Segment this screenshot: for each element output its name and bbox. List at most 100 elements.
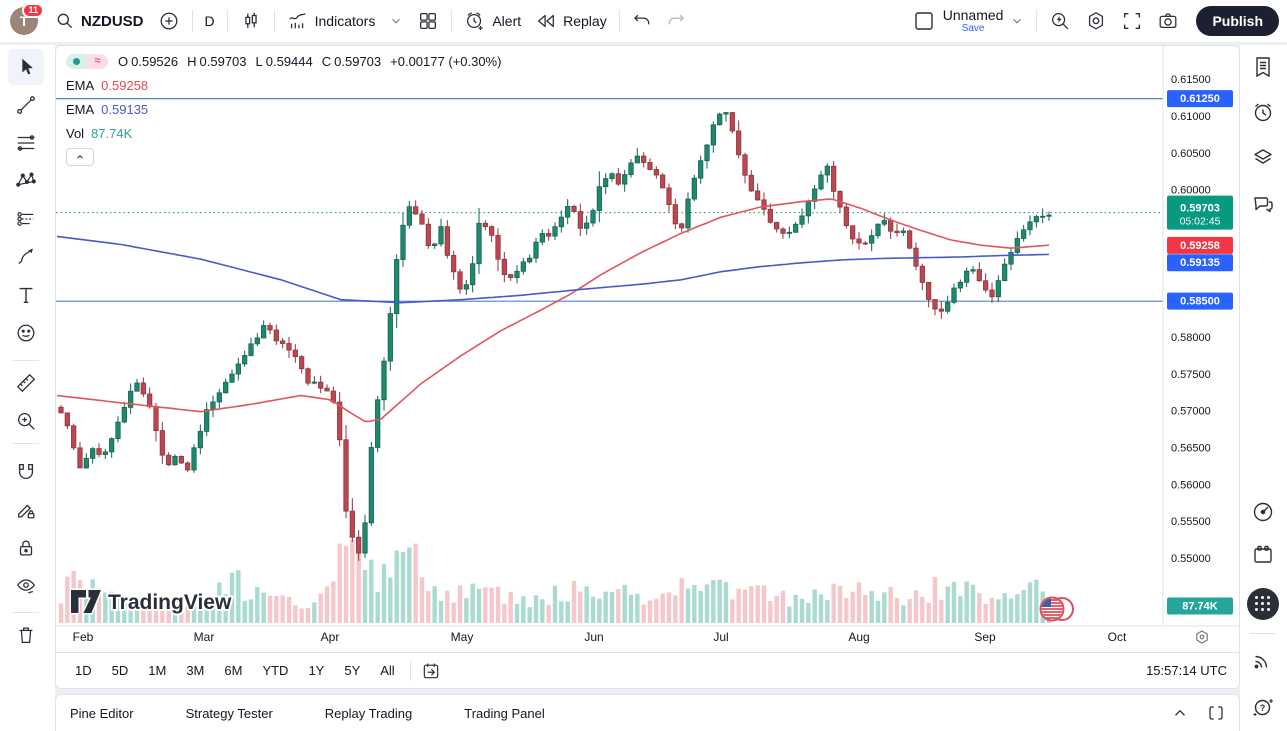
expand-panel-button[interactable] <box>1171 704 1189 722</box>
watchlist-button[interactable] <box>1245 49 1281 85</box>
range-button-6m[interactable]: 6M <box>224 663 243 678</box>
remove-drawings-button[interactable] <box>8 617 44 653</box>
zoom-in-tool-button[interactable] <box>8 403 44 439</box>
volume-bar <box>337 543 342 623</box>
ema-slow-row[interactable]: EMA 0.59135 <box>66 100 504 118</box>
redo-button[interactable] <box>659 7 693 35</box>
candle-body <box>242 355 248 365</box>
ema-fast-row[interactable]: EMA 0.59258 <box>66 76 504 94</box>
range-button-5d[interactable]: 5D <box>111 663 129 678</box>
quick-search-button[interactable] <box>1042 6 1078 36</box>
range-button-5y[interactable]: 5Y <box>344 663 361 678</box>
indicators-button[interactable]: Indicators <box>280 6 383 36</box>
compare-add-symbol-button[interactable] <box>151 6 187 36</box>
candle-body <box>780 228 786 234</box>
lock-drawings-button[interactable] <box>8 530 44 566</box>
replay-button[interactable]: Replay <box>528 6 614 36</box>
time-axis-label: Sep <box>974 630 996 644</box>
candle-body <box>672 204 678 225</box>
volume-row[interactable]: Vol 87.74K <box>66 124 504 142</box>
legend-collapse-button[interactable] <box>66 148 94 166</box>
trend-line-tool-button[interactable] <box>8 87 44 123</box>
streams-button[interactable] <box>1245 642 1281 678</box>
candle-body <box>552 226 558 237</box>
time-axis[interactable]: Feb Mar Apr May Jun Jul Aug Sep Oct <box>73 630 1127 644</box>
price-tick-label: 0.56000 <box>1171 479 1211 491</box>
cursor-tool-button[interactable] <box>8 49 44 85</box>
emoji-tool-button[interactable] <box>8 315 44 351</box>
grid-layout-icon <box>417 10 439 32</box>
hide-drawings-button[interactable] <box>8 568 44 604</box>
series-visibility-toggle[interactable]: ≈ <box>66 53 108 69</box>
rail-divider <box>13 612 39 613</box>
candle-body <box>869 235 875 244</box>
session-clock[interactable]: 15:57:14 UTC <box>1146 663 1227 678</box>
snapshot-button[interactable] <box>1150 6 1186 36</box>
bottom-tab-replay-trading[interactable]: Replay Trading <box>324 705 413 721</box>
volume-bar <box>641 604 646 623</box>
layout-menu-chevron[interactable] <box>1003 10 1031 32</box>
range-button-1m[interactable]: 1M <box>148 663 167 678</box>
close-label: C <box>321 53 332 69</box>
range-button-1d[interactable]: 1D <box>75 663 92 678</box>
forecast-tool-button[interactable] <box>8 201 44 237</box>
chart-pane[interactable]: TradingView 0.61500 0.61000 0.60500 0.60000 0… <box>55 45 1240 689</box>
candle-body <box>970 269 976 272</box>
user-avatar[interactable]: T 11 <box>10 3 44 35</box>
magnet-mode-button[interactable] <box>8 454 44 490</box>
volume-bar <box>812 589 817 623</box>
candle-body <box>691 177 697 200</box>
text-tool-button[interactable] <box>8 277 44 313</box>
undo-button[interactable] <box>625 7 659 35</box>
bottom-tab-pine-editor[interactable]: Pine Editor <box>70 705 134 721</box>
fib-retracement-tool-button[interactable] <box>8 125 44 161</box>
create-alert-button[interactable]: Alert <box>457 6 528 36</box>
interval-button[interactable]: D <box>198 9 222 33</box>
layout-grid-button[interactable] <box>410 6 446 36</box>
volume-bar <box>331 581 336 623</box>
range-button-1y[interactable]: 1Y <box>308 663 325 678</box>
price-tick-label: 0.58000 <box>1171 332 1211 344</box>
bottom-tab-trading-panel[interactable]: Trading Panel <box>464 705 545 721</box>
screener-button[interactable] <box>1245 494 1281 530</box>
more-apps-button[interactable] <box>1245 586 1281 622</box>
volume-bar <box>324 586 330 623</box>
volume-bar <box>96 588 102 623</box>
drawing-mode-button[interactable] <box>8 492 44 528</box>
help-center-button[interactable]: ? <box>1245 689 1281 725</box>
layout-select-button[interactable] <box>905 5 943 37</box>
alerts-panel-button[interactable] <box>1245 94 1281 130</box>
layout-name-button[interactable]: Unnamed Save <box>943 7 1004 34</box>
go-to-date-button[interactable] <box>419 659 443 683</box>
chart-style-button[interactable] <box>233 6 269 36</box>
volume-bar <box>755 585 760 623</box>
range-button-3m[interactable]: 3M <box>186 663 205 678</box>
fullscreen-button[interactable] <box>1114 6 1150 36</box>
axis-settings-gear-icon <box>1196 630 1208 644</box>
maximize-panel-button[interactable] <box>1207 704 1225 722</box>
calendar-button[interactable] <box>1245 537 1281 573</box>
gauge-target-icon <box>1251 500 1275 524</box>
range-button-ytd[interactable]: YTD <box>262 663 289 678</box>
price-axis[interactable]: 0.61500 0.61000 0.60500 0.60000 0.58000 0.575… <box>1167 74 1233 615</box>
data-window-button[interactable] <box>1245 139 1281 175</box>
toolbar-divider <box>451 10 453 32</box>
publish-button[interactable]: Publish <box>1196 6 1279 36</box>
brush-tool-button[interactable] <box>8 239 44 275</box>
toolbar-divider <box>1036 10 1038 32</box>
symbol-search-button[interactable]: NZDUSD <box>48 7 151 35</box>
pattern-tool-button[interactable] <box>8 163 44 199</box>
settings-button[interactable] <box>1078 6 1114 36</box>
candle-body <box>856 238 862 244</box>
range-button-all[interactable]: All <box>380 663 395 678</box>
bottom-tab-strategy-tester[interactable]: Strategy Tester <box>185 705 273 721</box>
candle-body <box>742 154 748 176</box>
candle-body <box>121 406 127 423</box>
measure-tool-button[interactable] <box>8 365 44 401</box>
volume-bar <box>939 600 944 623</box>
indicator-templates-chevron[interactable] <box>382 10 410 32</box>
projection-icon <box>15 208 37 230</box>
price-chart[interactable]: TradingView0.615000.610000.605000.600000… <box>56 46 1239 652</box>
chat-button[interactable] <box>1245 186 1281 222</box>
candle-body <box>134 382 140 392</box>
